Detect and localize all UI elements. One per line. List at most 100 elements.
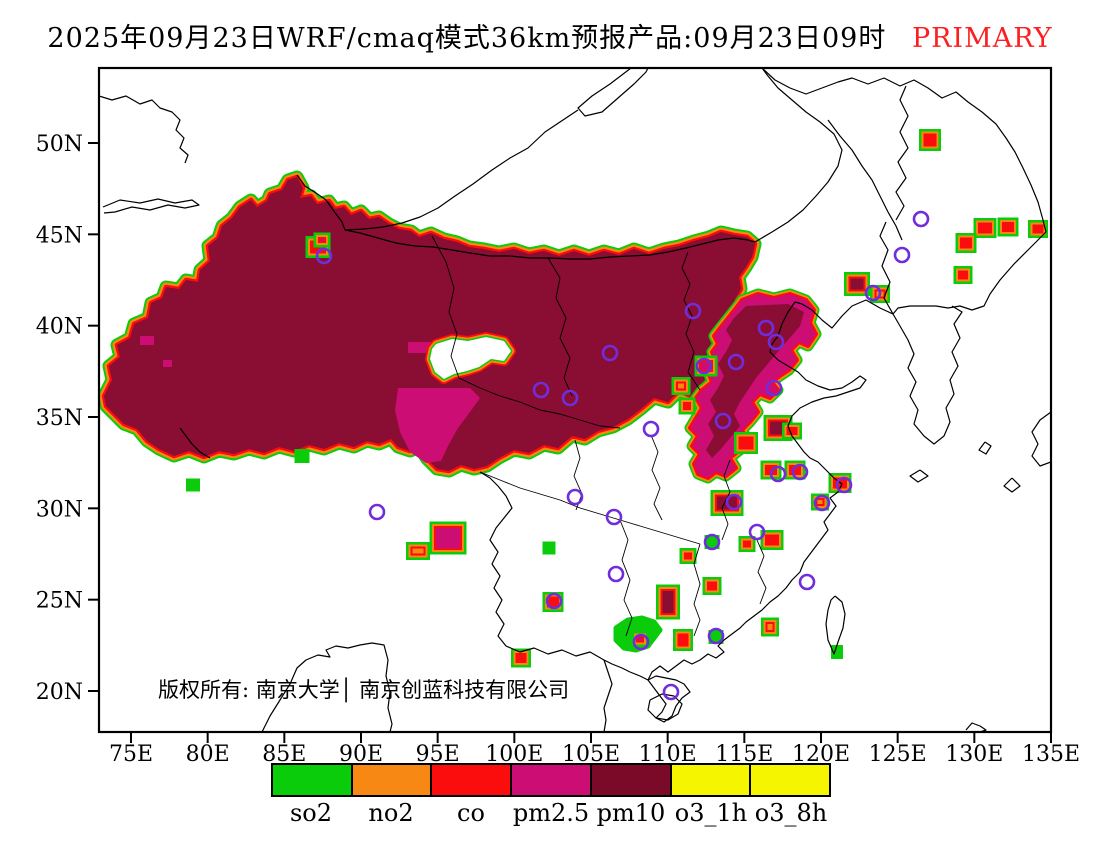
x-axis-tick-label: 100E [485,742,543,767]
pollutant-spot [702,577,722,595]
pollutant-spot [429,521,467,555]
pollutant-spot [294,449,310,463]
basemap-border-line [909,469,929,483]
basemap-border-line [99,95,189,164]
basemap-border-line [892,305,963,445]
x-axis-tick-label: 115E [715,742,773,767]
city-o3-marker [605,508,623,526]
basemap-border-line [603,659,613,732]
basemap-border-line [344,109,579,231]
pollutant-spot [406,542,430,560]
basemap-border-line [102,198,200,214]
legend-label-o3_8h: o3_8h [754,799,828,827]
province-border-line [458,377,621,429]
city-o3-marker [662,683,680,701]
city-o3-marker [714,412,732,430]
city-o3-marker [315,247,333,265]
basemap-border-line [647,693,683,721]
pollutant-spot [542,541,556,555]
basemap-border-layer [99,68,1051,732]
y-axis-tick-label: 40N [36,315,83,340]
legend-label-o3_1h: o3_1h [674,799,748,827]
basemap-border-line [892,231,1047,315]
pollutant-spot [844,272,870,296]
pollutant-spot [671,377,691,395]
title-primary-tag: PRIMARY [911,23,1053,54]
city-o3-marker [684,302,702,320]
x-axis-tick-label: 80E [186,742,230,767]
pollutant-spot [973,218,997,238]
y-axis-tick-label: 20N [36,680,83,705]
pollutant-spot [704,535,720,549]
x-axis-tick-label: 105E [562,742,620,767]
city-o3-marker [632,633,650,651]
basemap-border-line [827,119,903,241]
city-marker-layer [315,210,930,701]
pollutant-spot [679,548,697,564]
city-o3-marker [765,379,783,397]
x-axis-tick-label: 75E [109,742,153,767]
basemap-border-line [647,299,894,723]
legend-swatch-pm2.5 [512,765,592,795]
pollutant-spot [738,536,756,552]
y-axis-tick-label: 30N [36,497,83,522]
legend-label-co: co [457,799,485,827]
basemap-border-line [761,68,1047,233]
city-o3-marker [725,493,743,511]
x-axis-tick-label: 130E [945,742,1003,767]
legend-color-bar [271,763,831,797]
province-border-line [547,257,573,397]
legend-swatch-no2 [352,765,433,795]
city-o3-marker [727,353,745,371]
legend-swatch-so2 [273,765,353,795]
basemap-border-line [965,722,987,732]
basemap-border-line [344,229,756,260]
city-o3-marker [601,344,619,362]
province-border-line [479,471,701,545]
y-axis-tick-label: 35N [36,406,83,431]
basemap-border-line [825,595,846,655]
city-o3-marker [545,592,563,610]
x-axis-tick-label: 110E [639,742,697,767]
basemap-border-line [978,441,992,455]
pollutant-spot [186,478,200,492]
axes-layer: 75E 80E 85E 90E 95E 100E 105E 110E 115E 120E 125E 1… [36,66,1080,767]
basemap-border-line [577,68,649,117]
city-o3-marker [642,420,660,438]
basemap-border-line [895,85,909,221]
city-o3-marker [893,246,911,264]
city-o3-marker [607,565,625,583]
city-o3-marker [798,573,816,591]
legend-swatch-o3_1h [671,765,752,795]
pollutant-spot [678,397,696,415]
province-border-line [650,434,663,521]
city-o3-marker [864,284,882,302]
pollutant-spot [760,530,784,550]
legend-label-row: so2 no2 co pm2.5 pm10 o3_1h o3_8h [271,799,831,827]
copyright-text: 版权所有: 南京大学│ 南京创蓝科技有限公司 [158,677,569,703]
basemap-border-line [603,659,649,681]
pollutant-spot [656,584,680,620]
pollutant-spot [313,232,331,248]
basemap-border-line [1003,477,1021,493]
pollutant-spot [953,266,973,284]
legend-label-so2: so2 [289,799,333,827]
city-o3-marker [695,357,713,375]
city-o3-marker [912,210,930,228]
title-text: 2025年09月23日WRF/cmaq模式36km预报产品:09月23日09时 [47,23,887,54]
legend-swatch-o3_8h [751,765,830,795]
basemap-border-line [179,427,211,459]
city-o3-marker [835,476,853,494]
legend-swatch-co [432,765,513,795]
province-border-line [573,439,583,511]
x-axis-tick-label: 120E [792,742,850,767]
province-border-line [693,543,701,637]
city-o3-marker [368,503,386,521]
pollutant-spot [761,617,779,637]
x-axis-tick-label: 85E [262,742,306,767]
pollutant-spot [919,129,941,151]
pollutant-spot [955,233,977,253]
y-axis-tick-label: 50N [36,132,83,157]
